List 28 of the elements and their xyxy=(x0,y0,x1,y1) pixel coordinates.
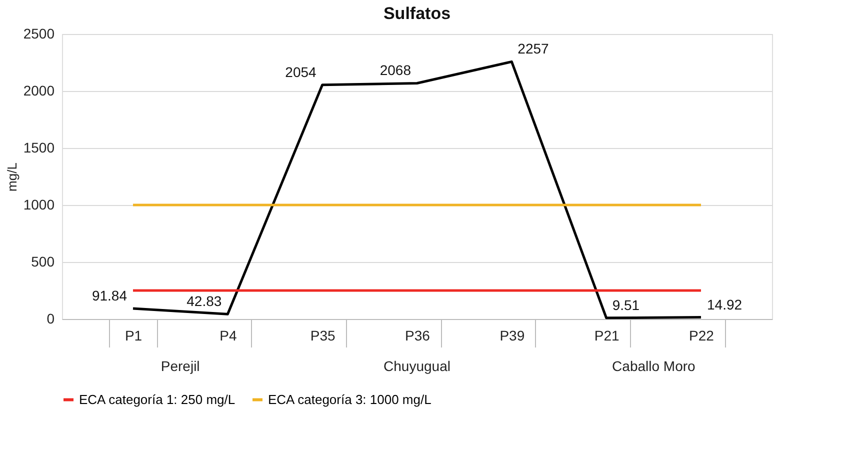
x-tick-label: P4 xyxy=(220,328,237,344)
y-tick-label: 500 xyxy=(31,254,55,270)
x-tick-label: P1 xyxy=(124,328,142,344)
y-tick-label: 1000 xyxy=(23,196,55,212)
x-tick-label: P21 xyxy=(594,328,620,344)
x-tick-label: P35 xyxy=(310,328,336,344)
data-label: 14.92 xyxy=(707,296,742,312)
legend-label: ECA categoría 3: 1000 mg/L xyxy=(268,392,432,407)
data-label: 2068 xyxy=(380,62,412,78)
chart-title: Sulfatos xyxy=(383,4,451,23)
legend-label: ECA categoría 1: 250 mg/L xyxy=(79,392,236,407)
y-tick-label: 2000 xyxy=(23,82,55,98)
data-label: 91.84 xyxy=(92,288,128,304)
data-label: 9.51 xyxy=(612,296,640,313)
y-axis-title: mg/L xyxy=(4,162,20,192)
text: Caballo Moro xyxy=(612,358,696,374)
x-tick-label: P22 xyxy=(689,328,714,344)
y-tick-label: 0 xyxy=(46,310,55,326)
data-label: 42.83 xyxy=(186,293,222,310)
x-tick-label: P39 xyxy=(500,328,525,344)
data-label: 2054 xyxy=(285,64,317,80)
x-tick-label: P36 xyxy=(405,328,430,344)
text: Chuyugual xyxy=(384,358,450,374)
y-tick-label: 2500 xyxy=(23,26,55,42)
line-series xyxy=(132,60,702,320)
data-label: 2257 xyxy=(518,40,550,57)
text: Perejil xyxy=(160,358,200,374)
y-tick-label: 1500 xyxy=(23,140,55,156)
